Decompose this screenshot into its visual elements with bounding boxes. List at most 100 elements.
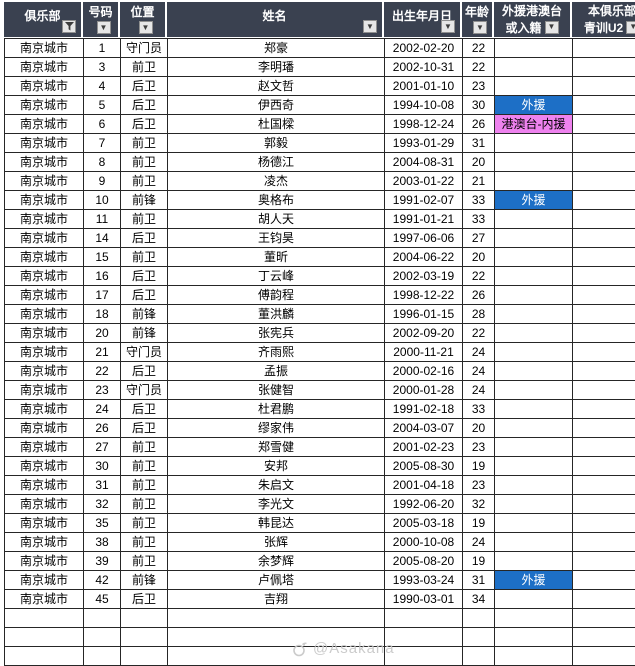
cell-position[interactable]: 守门员 bbox=[121, 39, 168, 58]
cell-dob[interactable]: 1991-02-18 bbox=[385, 400, 463, 419]
cell-dob[interactable]: 2005-03-18 bbox=[385, 514, 463, 533]
header-dob[interactable]: 出生年月日 ▼ bbox=[384, 2, 462, 37]
cell-club[interactable]: 南京城市 bbox=[5, 400, 84, 419]
cell-status[interactable] bbox=[495, 172, 573, 191]
cell-dob[interactable] bbox=[385, 647, 463, 666]
cell-status[interactable] bbox=[495, 324, 573, 343]
cell-age[interactable]: 22 bbox=[463, 324, 495, 343]
cell-age[interactable]: 30 bbox=[463, 96, 495, 115]
cell-dob[interactable]: 2005-08-20 bbox=[385, 552, 463, 571]
cell-age[interactable]: 26 bbox=[463, 115, 495, 134]
cell-club[interactable]: 南京城市 bbox=[5, 58, 84, 77]
cell-number[interactable]: 14 bbox=[84, 229, 121, 248]
cell-age[interactable]: 20 bbox=[463, 419, 495, 438]
cell-name[interactable]: 奥格布 bbox=[168, 191, 385, 210]
cell-status[interactable] bbox=[495, 609, 573, 628]
cell-dob[interactable]: 1993-03-24 bbox=[385, 571, 463, 590]
cell-name[interactable]: 傅韵程 bbox=[168, 286, 385, 305]
cell-club[interactable]: 南京城市 bbox=[5, 172, 84, 191]
cell-club[interactable]: 南京城市 bbox=[5, 229, 84, 248]
cell-name[interactable]: 安邦 bbox=[168, 457, 385, 476]
dropdown-icon[interactable]: ▼ bbox=[138, 21, 153, 34]
cell-dob[interactable] bbox=[385, 609, 463, 628]
cell-number[interactable]: 9 bbox=[84, 172, 121, 191]
cell-number[interactable]: 27 bbox=[84, 438, 121, 457]
cell-position[interactable]: 前锋 bbox=[121, 571, 168, 590]
cell-position[interactable]: 后卫 bbox=[121, 419, 168, 438]
cell-status[interactable] bbox=[495, 495, 573, 514]
cell-position[interactable]: 前卫 bbox=[121, 153, 168, 172]
cell-dob[interactable]: 2002-10-31 bbox=[385, 58, 463, 77]
cell-club[interactable]: 南京城市 bbox=[5, 77, 84, 96]
cell-dob[interactable]: 2000-11-21 bbox=[385, 343, 463, 362]
cell-dob[interactable]: 2002-03-19 bbox=[385, 267, 463, 286]
cell-status[interactable] bbox=[495, 438, 573, 457]
cell-name[interactable]: 卢佩塔 bbox=[168, 571, 385, 590]
cell-dob[interactable]: 2001-02-23 bbox=[385, 438, 463, 457]
header-club[interactable]: 俱乐部 bbox=[4, 2, 83, 37]
cell-age[interactable]: 22 bbox=[463, 39, 495, 58]
cell-name[interactable]: 郑豪 bbox=[168, 39, 385, 58]
cell-age[interactable]: 33 bbox=[463, 400, 495, 419]
cell-position[interactable]: 前卫 bbox=[121, 58, 168, 77]
cell-dob[interactable]: 2000-10-08 bbox=[385, 533, 463, 552]
header-position[interactable]: 位置 ▼ bbox=[120, 2, 167, 37]
cell-age[interactable]: 22 bbox=[463, 267, 495, 286]
cell-status[interactable] bbox=[495, 305, 573, 324]
cell-position[interactable]: 前卫 bbox=[121, 210, 168, 229]
cell-age[interactable]: 19 bbox=[463, 552, 495, 571]
cell-youth[interactable] bbox=[573, 77, 635, 96]
cell-youth[interactable] bbox=[573, 419, 635, 438]
cell-youth[interactable] bbox=[573, 153, 635, 172]
cell-position[interactable]: 后卫 bbox=[121, 400, 168, 419]
cell-club[interactable]: 南京城市 bbox=[5, 305, 84, 324]
cell-name[interactable]: 余梦辉 bbox=[168, 552, 385, 571]
dropdown-icon[interactable]: ▼ bbox=[363, 20, 377, 33]
cell-number[interactable]: 38 bbox=[84, 533, 121, 552]
cell-dob[interactable]: 1998-12-22 bbox=[385, 286, 463, 305]
cell-status[interactable]: 外援 bbox=[495, 571, 573, 590]
cell-name[interactable]: 齐雨熙 bbox=[168, 343, 385, 362]
cell-age[interactable]: 27 bbox=[463, 229, 495, 248]
cell-youth[interactable] bbox=[573, 552, 635, 571]
filter-icon[interactable] bbox=[62, 20, 76, 33]
cell-number[interactable]: 30 bbox=[84, 457, 121, 476]
cell-name[interactable]: 杨德江 bbox=[168, 153, 385, 172]
cell-club[interactable]: 南京城市 bbox=[5, 457, 84, 476]
cell-name[interactable]: 杜君鹏 bbox=[168, 400, 385, 419]
cell-number[interactable]: 24 bbox=[84, 400, 121, 419]
cell-youth[interactable] bbox=[573, 571, 635, 590]
cell-club[interactable]: 南京城市 bbox=[5, 210, 84, 229]
cell-status[interactable] bbox=[495, 286, 573, 305]
cell-name[interactable]: 孟振 bbox=[168, 362, 385, 381]
cell-club[interactable] bbox=[5, 628, 84, 647]
cell-youth[interactable] bbox=[573, 96, 635, 115]
cell-number[interactable]: 11 bbox=[84, 210, 121, 229]
cell-club[interactable]: 南京城市 bbox=[5, 96, 84, 115]
cell-position[interactable]: 后卫 bbox=[121, 362, 168, 381]
cell-name[interactable]: 缪家伟 bbox=[168, 419, 385, 438]
cell-name[interactable]: 赵文哲 bbox=[168, 77, 385, 96]
cell-name[interactable]: 韩昆达 bbox=[168, 514, 385, 533]
header-number[interactable]: 号码 ▼ bbox=[83, 2, 120, 37]
cell-club[interactable]: 南京城市 bbox=[5, 134, 84, 153]
cell-name[interactable]: 张辉 bbox=[168, 533, 385, 552]
cell-age[interactable]: 33 bbox=[463, 191, 495, 210]
cell-youth[interactable] bbox=[573, 191, 635, 210]
cell-number[interactable] bbox=[84, 647, 121, 666]
dropdown-icon[interactable]: ▼ bbox=[544, 20, 559, 34]
dropdown-icon[interactable]: ▼ bbox=[441, 20, 455, 33]
header-status[interactable]: 外援港澳台 或入籍 ▼ bbox=[494, 2, 572, 37]
cell-youth[interactable] bbox=[573, 172, 635, 191]
cell-status[interactable] bbox=[495, 229, 573, 248]
cell-status[interactable]: 外援 bbox=[495, 96, 573, 115]
cell-name[interactable]: 李明璠 bbox=[168, 58, 385, 77]
cell-status[interactable] bbox=[495, 210, 573, 229]
cell-youth[interactable] bbox=[573, 58, 635, 77]
cell-dob[interactable]: 1997-06-06 bbox=[385, 229, 463, 248]
cell-dob[interactable]: 1990-03-01 bbox=[385, 590, 463, 609]
cell-club[interactable]: 南京城市 bbox=[5, 39, 84, 58]
cell-number[interactable]: 21 bbox=[84, 343, 121, 362]
cell-age[interactable]: 34 bbox=[463, 590, 495, 609]
cell-age[interactable]: 22 bbox=[463, 58, 495, 77]
